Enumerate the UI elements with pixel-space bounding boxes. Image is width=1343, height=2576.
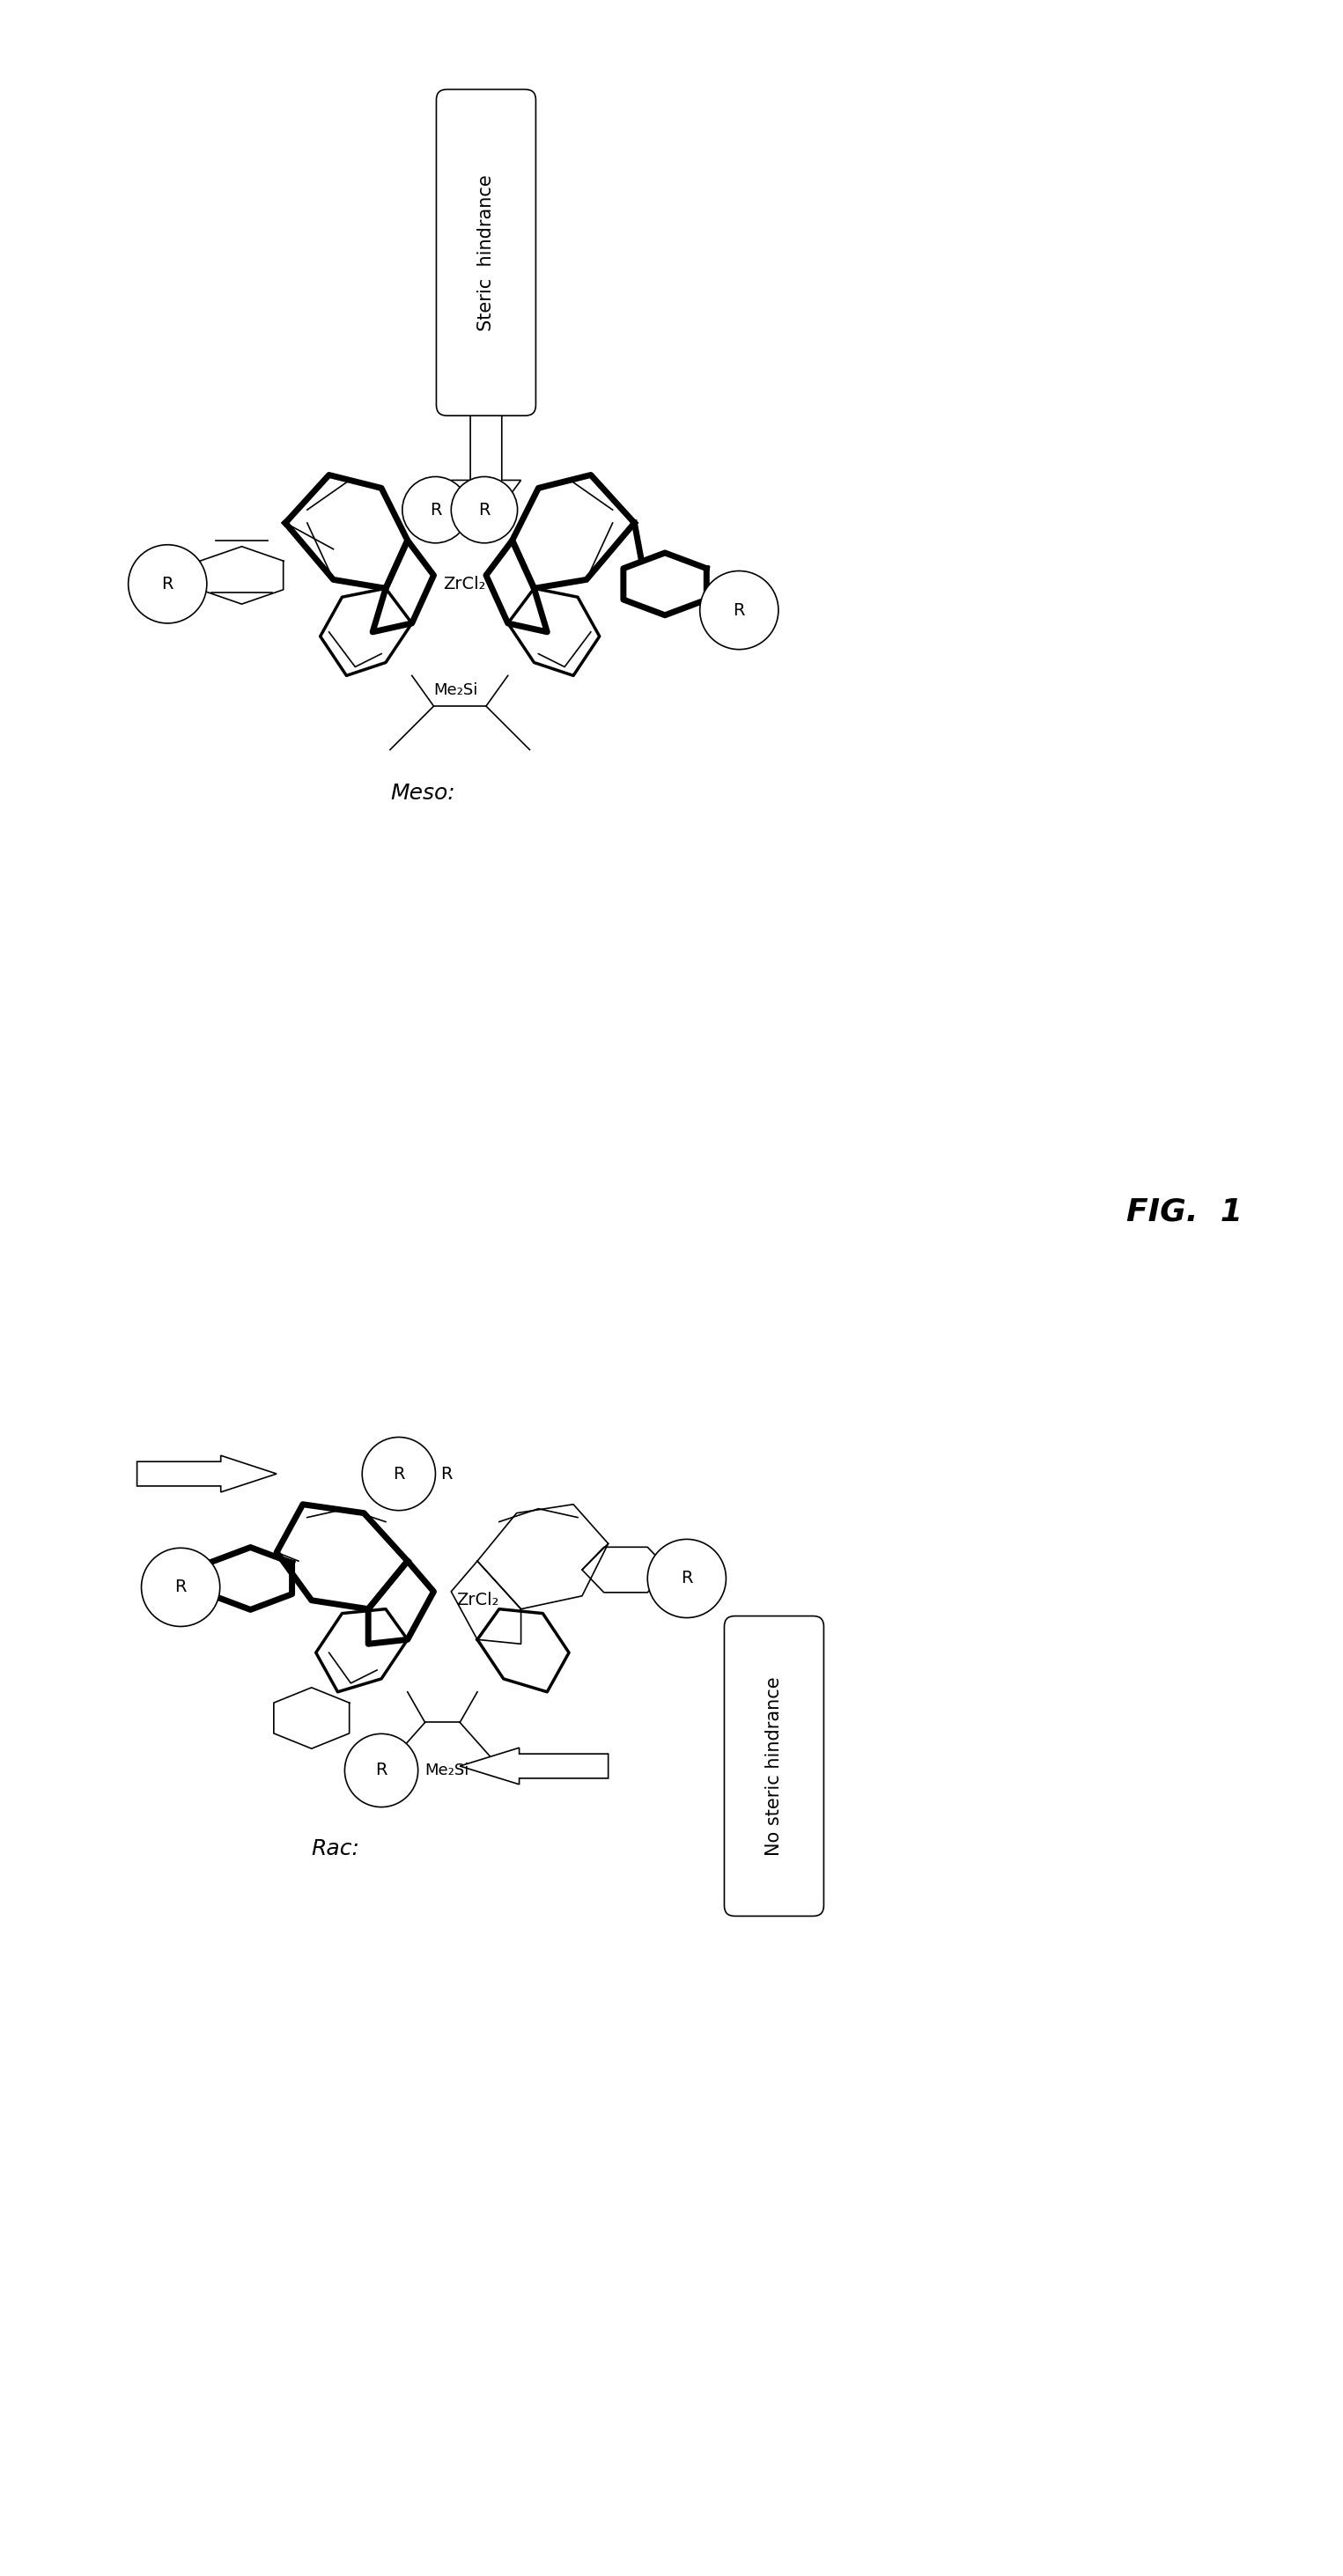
Text: Steric  hindrance: Steric hindrance	[477, 175, 494, 330]
Text: R: R	[478, 502, 490, 518]
Polygon shape	[137, 1455, 277, 1492]
Circle shape	[129, 544, 207, 623]
Polygon shape	[451, 410, 521, 528]
Text: R: R	[430, 502, 442, 518]
Circle shape	[451, 477, 517, 544]
Text: R: R	[376, 1762, 387, 1780]
Text: R: R	[441, 1466, 453, 1481]
Circle shape	[345, 1734, 418, 1806]
Text: R: R	[161, 574, 173, 592]
Text: R: R	[393, 1466, 404, 1481]
Circle shape	[647, 1540, 727, 1618]
Text: Me₂Si: Me₂Si	[424, 1762, 469, 1777]
Circle shape	[700, 572, 779, 649]
Text: Rac:: Rac:	[312, 1839, 360, 1860]
Text: R: R	[175, 1579, 187, 1595]
Circle shape	[403, 477, 469, 544]
Polygon shape	[459, 1747, 608, 1785]
Text: No steric hindrance: No steric hindrance	[766, 1677, 783, 1855]
Circle shape	[363, 1437, 435, 1510]
Circle shape	[141, 1548, 220, 1625]
Text: ZrCl₂: ZrCl₂	[443, 574, 486, 592]
Text: R: R	[733, 603, 745, 618]
Text: R: R	[681, 1571, 693, 1587]
FancyBboxPatch shape	[436, 90, 536, 415]
Text: ZrCl₂: ZrCl₂	[457, 1592, 498, 1607]
Text: Meso:: Meso:	[389, 783, 455, 804]
Text: Me₂Si: Me₂Si	[434, 683, 478, 698]
FancyBboxPatch shape	[724, 1615, 823, 1917]
Text: FIG.  1: FIG. 1	[1125, 1198, 1242, 1226]
